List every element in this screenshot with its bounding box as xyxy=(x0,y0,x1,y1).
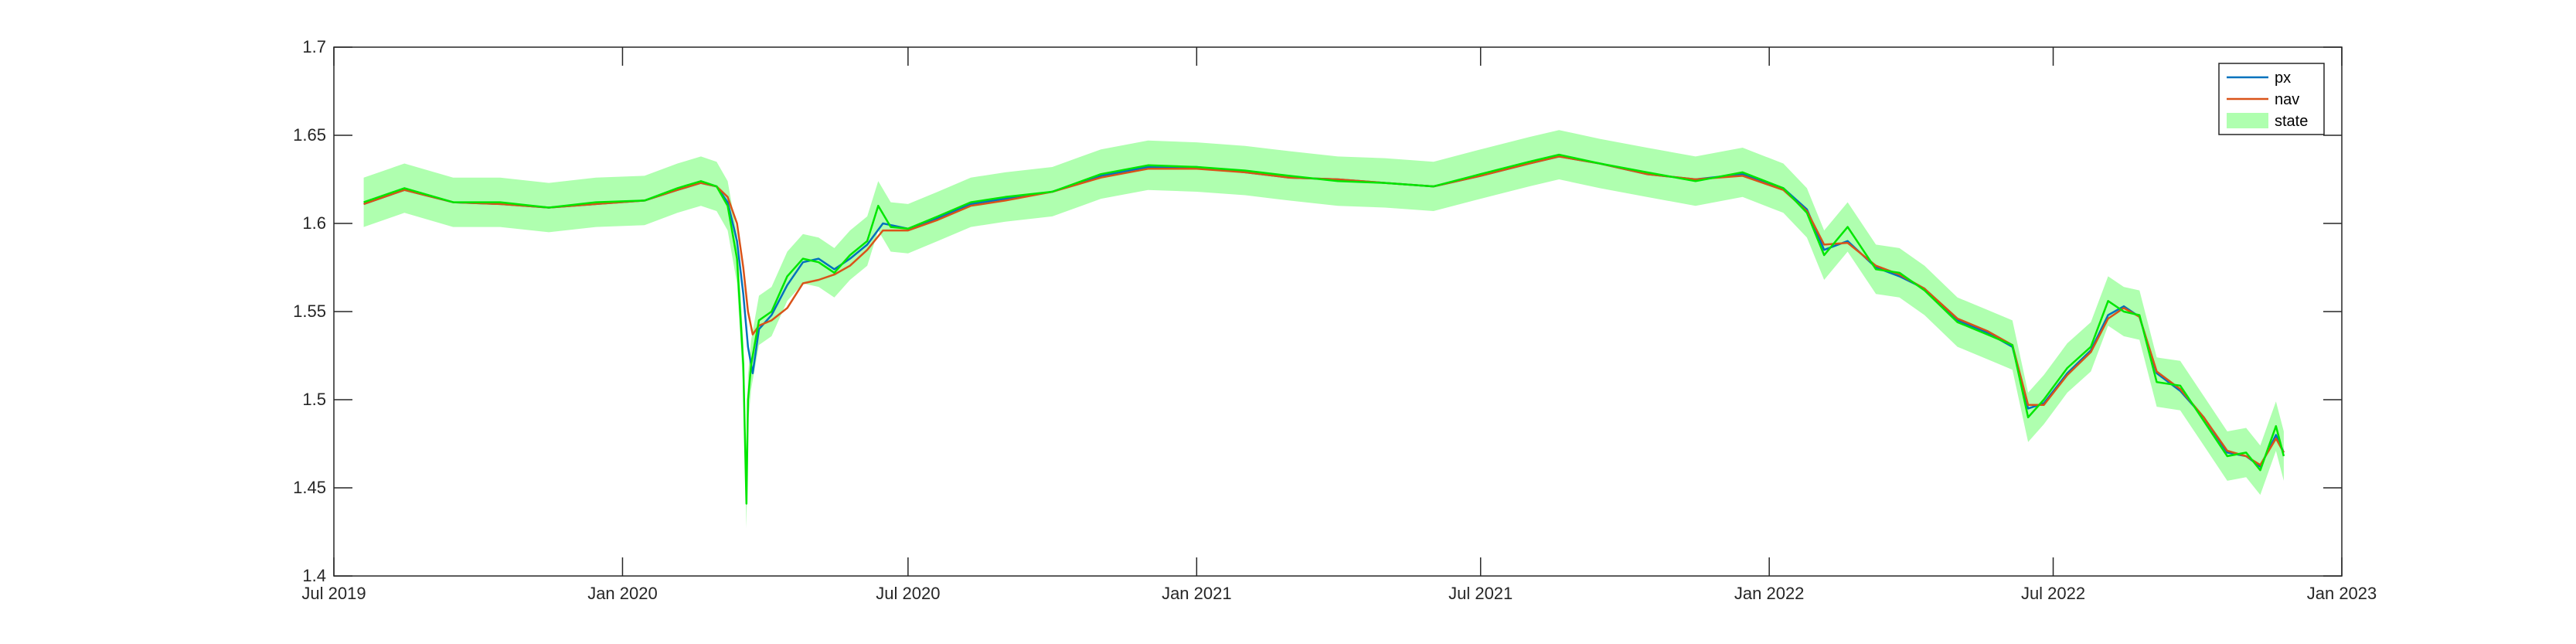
x-tick-label: Jul 2022 xyxy=(2021,584,2085,603)
y-tick-label: 1.55 xyxy=(293,302,326,321)
legend: px nav state xyxy=(2218,63,2325,135)
y-tick-label: 1.65 xyxy=(293,125,326,145)
y-tick-label: 1.6 xyxy=(302,213,326,233)
line-layer xyxy=(363,153,2285,505)
y-tick-label: 1.45 xyxy=(293,478,326,497)
series-state-center-line xyxy=(363,153,2285,505)
legend-label-nav: nav xyxy=(2275,91,2299,108)
series-nav-line xyxy=(363,155,2285,466)
x-tick-label: Jul 2020 xyxy=(876,584,940,603)
series-state-band xyxy=(363,130,2284,529)
x-tick-label: Jul 2019 xyxy=(301,584,366,603)
x-tick-label: Jul 2021 xyxy=(1448,584,1513,603)
y-tick-label: 1.7 xyxy=(302,37,326,56)
band-layer xyxy=(363,130,2284,529)
y-tick-label: 1.5 xyxy=(302,390,326,409)
legend-swatch-state xyxy=(2227,113,2268,128)
legend-label-state: state xyxy=(2275,113,2308,130)
y-tick-label: 1.4 xyxy=(302,566,326,585)
x-tick-label: Jan 2020 xyxy=(587,584,658,603)
x-tick-label: Jan 2021 xyxy=(1162,584,1232,603)
plot-area xyxy=(334,47,2342,576)
x-tick-label: Jan 2022 xyxy=(1734,584,1805,603)
x-tick-label: Jan 2023 xyxy=(2307,584,2377,603)
legend-label-px: px xyxy=(2275,70,2291,87)
axes-layer: Jul 2019 Jan 2020 Jul 2020 Jan 2021 Jul 2021… xyxy=(293,37,2377,603)
